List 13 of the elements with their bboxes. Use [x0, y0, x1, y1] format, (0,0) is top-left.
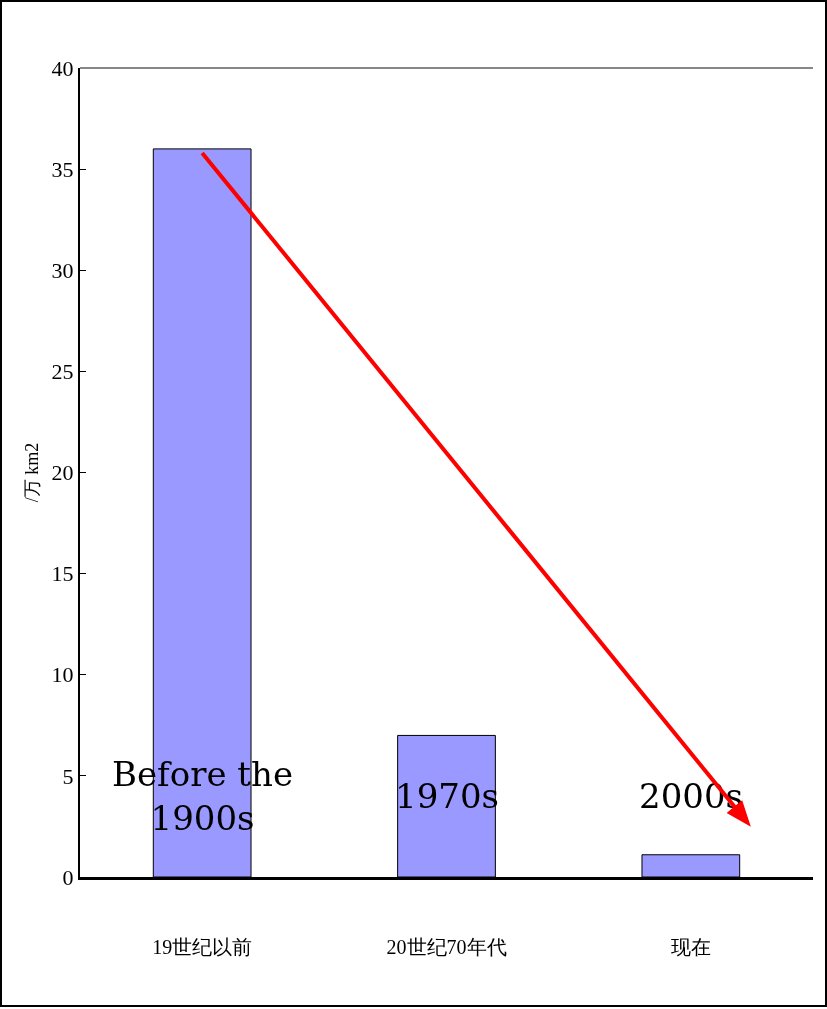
x-tick-label: 19世纪以前	[152, 936, 253, 958]
x-tick-label: 20世纪70年代	[386, 936, 507, 958]
y-tick-label: 40	[51, 55, 74, 81]
x-tick-label: 现在	[670, 936, 711, 958]
y-tick-label: 20	[51, 460, 74, 486]
y-tick-label: 25	[51, 359, 74, 385]
y-tick-label: 0	[62, 864, 74, 890]
y-axis-title: /万 km2	[22, 442, 43, 503]
y-tick-label: 5	[62, 763, 74, 789]
y-tick-label: 10	[51, 662, 74, 688]
y-tick-label: 15	[51, 561, 74, 587]
y-tick-label: 30	[51, 257, 74, 283]
y-tick-label: 35	[51, 156, 74, 182]
